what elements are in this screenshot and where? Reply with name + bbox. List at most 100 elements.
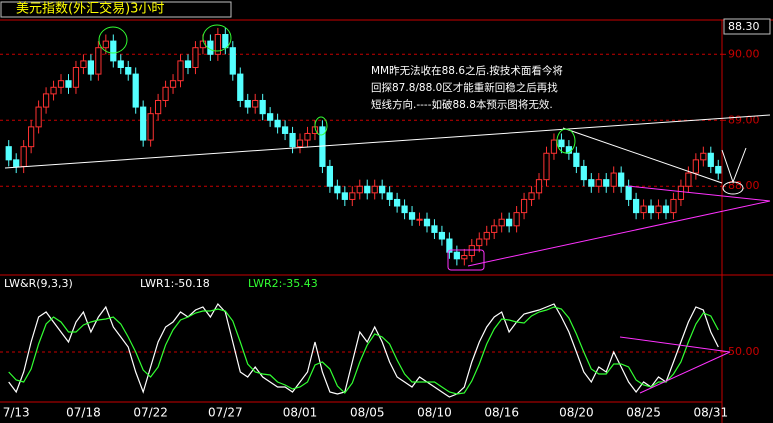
candle-body xyxy=(431,225,438,233)
candle-body xyxy=(110,40,117,62)
candle-body xyxy=(535,179,543,194)
highlight xyxy=(556,128,576,154)
candle-body xyxy=(237,73,244,101)
indicator-readout: LWR2:-35.43 xyxy=(248,277,318,290)
candle-body xyxy=(543,152,550,181)
candle-body xyxy=(558,139,565,148)
y-tick-label: 89.00 xyxy=(728,113,760,126)
x-tick-label: 7/13 xyxy=(3,406,30,420)
candle-body xyxy=(386,192,393,200)
candle-body xyxy=(229,47,236,75)
candle-body xyxy=(610,172,617,187)
candle-body xyxy=(364,185,371,194)
y-tick-label: 50.00 xyxy=(728,345,760,358)
candle-body xyxy=(102,40,109,49)
candle-body xyxy=(267,113,274,121)
candle-body xyxy=(13,159,20,167)
candle-body xyxy=(506,218,513,227)
candle-body xyxy=(140,106,147,141)
candle-body xyxy=(28,126,35,148)
trendline xyxy=(4,114,771,169)
candle-body xyxy=(401,205,408,214)
candle-body xyxy=(677,185,685,200)
candle-body xyxy=(117,60,124,68)
candle-body xyxy=(700,152,707,161)
candle-body xyxy=(618,172,625,187)
candle-body xyxy=(520,198,528,214)
candle-body xyxy=(655,205,662,214)
candle-body xyxy=(192,47,199,68)
x-tick-label: 08/16 xyxy=(484,406,519,420)
highlight xyxy=(98,26,128,54)
candle-body xyxy=(476,238,483,247)
candle-body xyxy=(326,165,334,187)
candle-body xyxy=(640,205,647,214)
annotation: MM昨无法收在88.6之后.按技术面看今将 xyxy=(371,64,563,77)
check-mark xyxy=(721,147,747,184)
candle-body xyxy=(446,238,453,253)
candle-body xyxy=(468,245,475,257)
annotation: 短线方向.----如破88.8本预示图将无效. xyxy=(371,98,553,111)
candle-body xyxy=(169,80,177,88)
y-tick-label: 90.00 xyxy=(728,47,760,60)
x-tick-label: 07/27 xyxy=(208,406,243,420)
candle-body xyxy=(423,218,431,227)
candle-body xyxy=(670,198,677,214)
candle-body xyxy=(281,126,289,134)
candle-body xyxy=(662,205,670,214)
trendline xyxy=(467,200,771,267)
candle-body xyxy=(252,99,259,108)
candle-body xyxy=(453,251,460,260)
last-price: 88.30 xyxy=(728,20,760,33)
candle-body xyxy=(57,80,65,88)
candle-body xyxy=(379,185,386,194)
candle-body xyxy=(289,132,296,148)
candle-body xyxy=(5,146,12,161)
candle-body xyxy=(461,255,468,260)
candle-body xyxy=(35,106,42,128)
candle-body xyxy=(147,113,154,141)
candle-body xyxy=(632,198,640,214)
candle-body xyxy=(625,185,632,200)
indicator-readout: LWR1:-50.18 xyxy=(140,277,210,290)
x-tick-label: 08/01 xyxy=(283,406,318,420)
x-tick-label: 08/05 xyxy=(350,406,385,420)
candle-body xyxy=(528,192,535,200)
last-price-box xyxy=(723,18,771,35)
candle-body xyxy=(154,99,162,115)
x-tick-label: 08/31 xyxy=(694,406,729,420)
candle-body xyxy=(588,179,595,187)
trendline xyxy=(619,336,731,353)
candle-body xyxy=(50,86,57,95)
candle-body xyxy=(184,60,192,68)
candle-body xyxy=(580,165,587,181)
highlight xyxy=(202,24,232,52)
candle-body xyxy=(72,66,80,88)
indicator-line xyxy=(8,302,719,398)
candle-body xyxy=(222,34,229,49)
candle-body xyxy=(42,93,50,108)
x-tick-label: 08/20 xyxy=(559,406,594,420)
candle-body xyxy=(498,218,505,227)
trendline xyxy=(562,127,723,184)
candle-body xyxy=(692,159,699,174)
x-tick-label: 07/22 xyxy=(133,406,168,420)
candle-body xyxy=(491,225,498,233)
candle-body xyxy=(214,34,221,55)
candle-body xyxy=(513,212,520,227)
candle-body xyxy=(304,132,311,141)
chart-title: 美元指数(外汇交易)3小时 xyxy=(16,1,164,17)
x-tick-label: 07/18 xyxy=(66,406,101,420)
indicator-title: LW&R(9,3,3) xyxy=(4,277,73,290)
highlight xyxy=(447,249,485,271)
candle-body xyxy=(595,179,602,187)
x-tick-label: 08/10 xyxy=(417,406,452,420)
candle-body xyxy=(274,119,281,128)
x-tick-label: 08/25 xyxy=(626,406,661,420)
candle-body xyxy=(550,139,558,154)
annotation: 回探87.8/88.0区才能重新回稳之后再找 xyxy=(371,81,558,94)
candle-body xyxy=(132,73,139,108)
candle-body xyxy=(20,146,27,167)
candle-body xyxy=(416,218,423,221)
